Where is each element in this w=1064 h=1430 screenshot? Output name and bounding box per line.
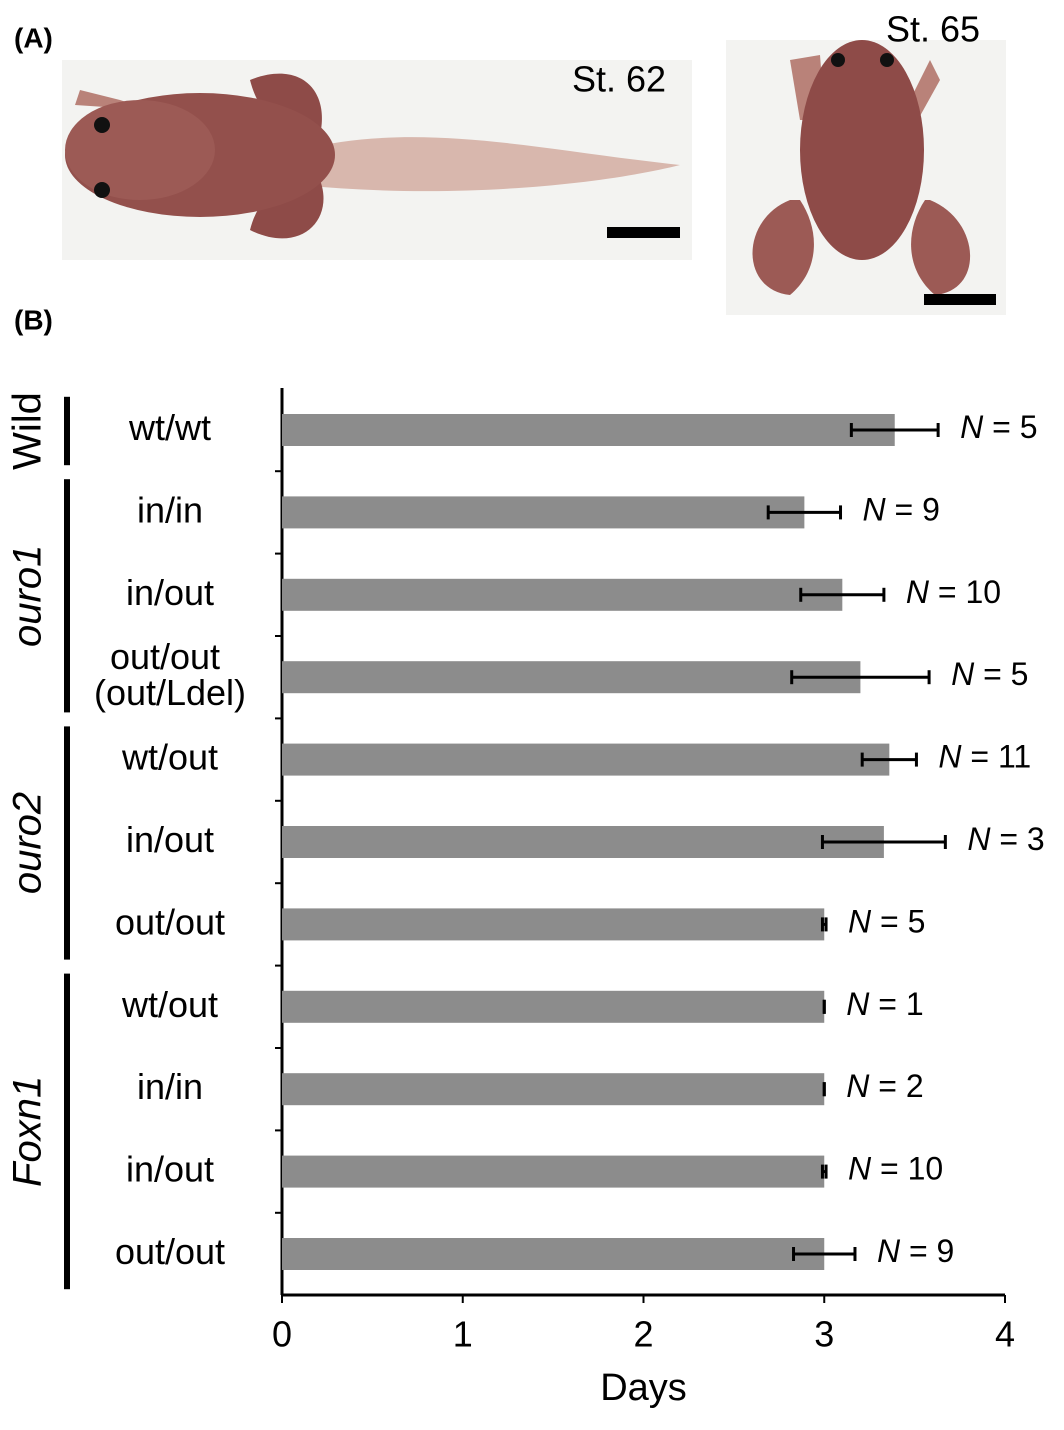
group-label: Wild: [6, 392, 50, 470]
category-label: wt/out: [121, 736, 218, 777]
category-label: out/out (out/Ldel): [94, 636, 246, 713]
category-label: in/out: [126, 1148, 214, 1189]
panel-label: (A): [14, 22, 53, 53]
n-label: N = 10: [906, 574, 1001, 610]
category-label: wt/wt: [128, 407, 211, 448]
bar: [282, 908, 825, 941]
bar: [282, 414, 895, 446]
group-label: ouro1: [6, 545, 50, 647]
scale-bar: [924, 294, 996, 305]
error-bar: [792, 1247, 857, 1261]
n-label: N = 11: [938, 739, 1031, 775]
category-label: out/out: [115, 1231, 225, 1272]
bar: [282, 1073, 825, 1106]
error-bar: [849, 423, 940, 437]
bar: [282, 1155, 825, 1188]
n-label: N = 9: [877, 1233, 954, 1269]
x-tick-label: 0: [272, 1314, 292, 1355]
error-bar: [820, 1164, 828, 1179]
photo-st62: [62, 60, 692, 260]
n-label: N = 5: [951, 657, 1028, 693]
n-label: N = 10: [848, 1151, 943, 1187]
n-label: N = 5: [960, 409, 1037, 445]
group-label: ouro2: [6, 792, 50, 894]
bar: [282, 743, 890, 776]
x-tick-label: 3: [814, 1314, 834, 1355]
category-label: in/out: [126, 819, 214, 860]
error-bar: [799, 587, 886, 602]
n-label: N = 5: [848, 904, 925, 940]
error-bar: [766, 505, 843, 520]
error-bar: [820, 835, 947, 849]
bar: [282, 578, 843, 611]
x-axis-label: Days: [600, 1367, 687, 1409]
category-label: in/in: [137, 1066, 203, 1107]
photo-caption: St. 62: [572, 59, 666, 100]
group-bracket: [64, 973, 70, 1290]
bar: [282, 661, 861, 694]
group-bracket: [64, 396, 70, 466]
bar: [282, 1238, 825, 1270]
category-label: out/out: [115, 901, 225, 942]
error-bar: [860, 752, 918, 767]
group-label: Foxn1: [6, 1076, 50, 1187]
group-bracket: [64, 479, 70, 713]
n-label: N = 9: [863, 492, 940, 528]
category-label: in/out: [126, 571, 214, 612]
category-label: wt/out: [121, 983, 218, 1024]
group-bracket: [64, 726, 70, 960]
photo-caption: St. 65: [886, 9, 980, 50]
n-label: N = 2: [846, 1069, 923, 1105]
n-label: N = 1: [846, 986, 923, 1022]
bar: [282, 826, 884, 858]
photo-st65: [726, 40, 1006, 315]
error-bar: [790, 670, 931, 685]
x-tick-label: 1: [453, 1314, 473, 1355]
x-tick-label: 4: [995, 1314, 1015, 1355]
scale-bar: [607, 227, 680, 238]
bar: [282, 496, 805, 529]
bar: [282, 990, 825, 1023]
panel-label: (B): [14, 304, 53, 335]
category-label: in/in: [137, 489, 203, 530]
n-label: N = 3: [967, 821, 1044, 857]
x-tick-label: 2: [633, 1314, 653, 1355]
error-bar: [820, 917, 828, 932]
